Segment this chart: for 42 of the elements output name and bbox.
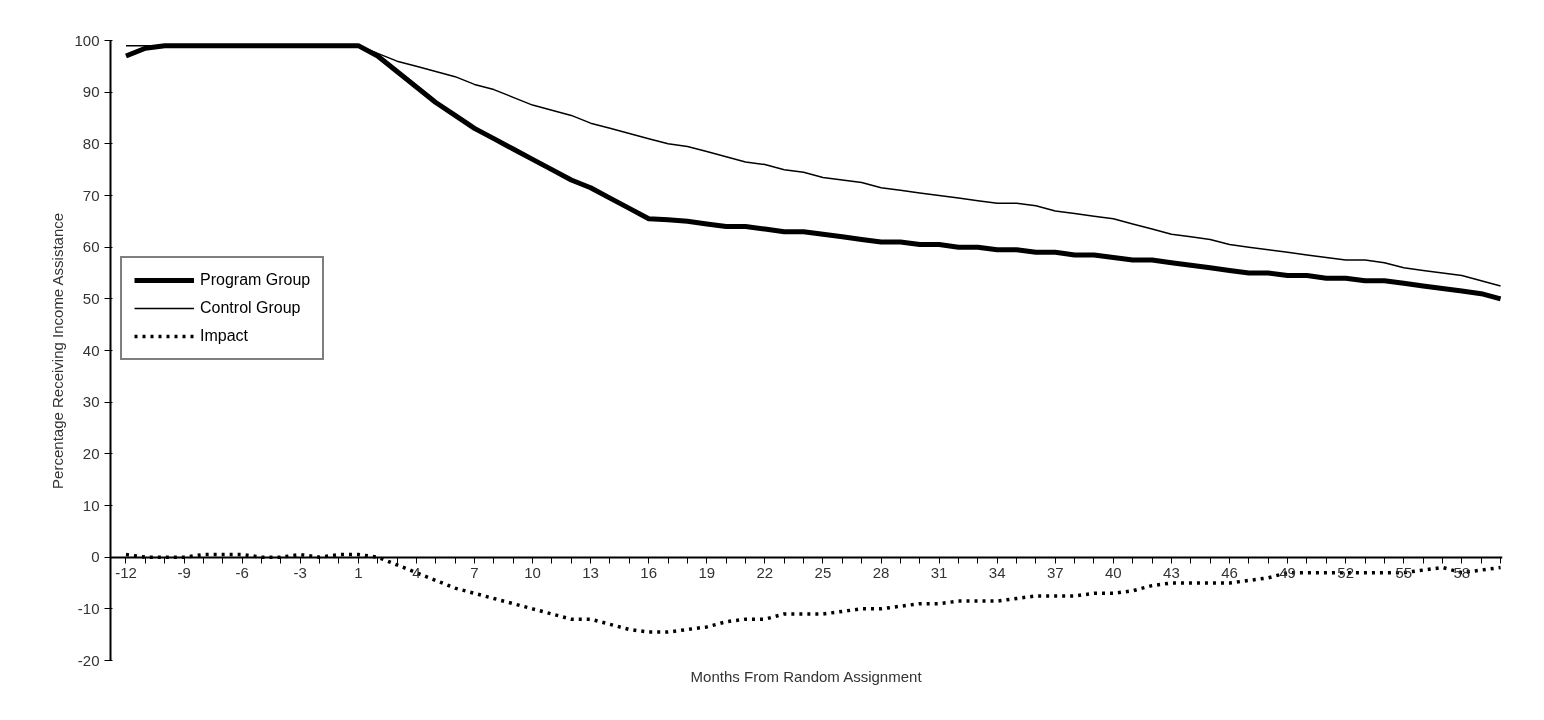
x-tick-label: -6 [235, 564, 249, 582]
legend-label: Program Group [200, 271, 311, 289]
x-tick-label: 37 [1046, 564, 1064, 582]
x-tick-label: 52 [1337, 564, 1355, 582]
x-tick-label: 22 [756, 564, 774, 582]
x-tick-label: 58 [1453, 564, 1471, 582]
x-tick-label: 34 [988, 564, 1006, 582]
y-tick-label: 30 [82, 393, 100, 411]
x-tick-label: 46 [1221, 564, 1238, 582]
y-tick-label: 60 [82, 238, 100, 256]
y-tick-label: 40 [82, 341, 100, 359]
y-axis-title: Percentage Receiving Income Assistance [49, 212, 67, 489]
x-tick-label: 19 [698, 564, 716, 582]
y-tick-label: 70 [82, 186, 100, 204]
x-tick-label: -12 [115, 564, 137, 582]
x-tick-label: 7 [470, 564, 479, 582]
x-tick-label: 25 [814, 564, 832, 582]
x-tick-label: 10 [524, 564, 541, 582]
x-tick-label: 16 [640, 564, 658, 582]
y-tick-label: 20 [82, 444, 100, 462]
x-axis-title: Months From Random Assignment [690, 667, 923, 685]
y-tick-label: 80 [82, 134, 100, 152]
x-tick-label: -3 [293, 564, 307, 582]
x-tick-label: 1 [354, 564, 363, 582]
x-tick-label: 28 [872, 564, 890, 582]
y-tick-label: -20 [77, 651, 100, 669]
y-tick-label: -10 [77, 599, 100, 617]
x-tick-label: 13 [582, 564, 599, 582]
x-tick-label: 40 [1105, 564, 1122, 582]
y-tick-label: 90 [82, 83, 100, 101]
y-tick-label: 0 [91, 548, 100, 566]
x-tick-label: 4 [412, 564, 421, 582]
x-tick-label: 43 [1163, 564, 1180, 582]
y-tick-label: 10 [82, 496, 100, 514]
x-tick-label: -9 [177, 564, 191, 582]
legend-label: Impact [200, 327, 249, 345]
y-tick-label: 100 [74, 31, 100, 49]
legend-label: Control Group [200, 299, 301, 317]
x-tick-label: 55 [1395, 564, 1413, 582]
y-tick-label: 50 [82, 289, 100, 307]
x-tick-label: 49 [1279, 564, 1296, 582]
x-tick-label: 31 [930, 564, 948, 582]
